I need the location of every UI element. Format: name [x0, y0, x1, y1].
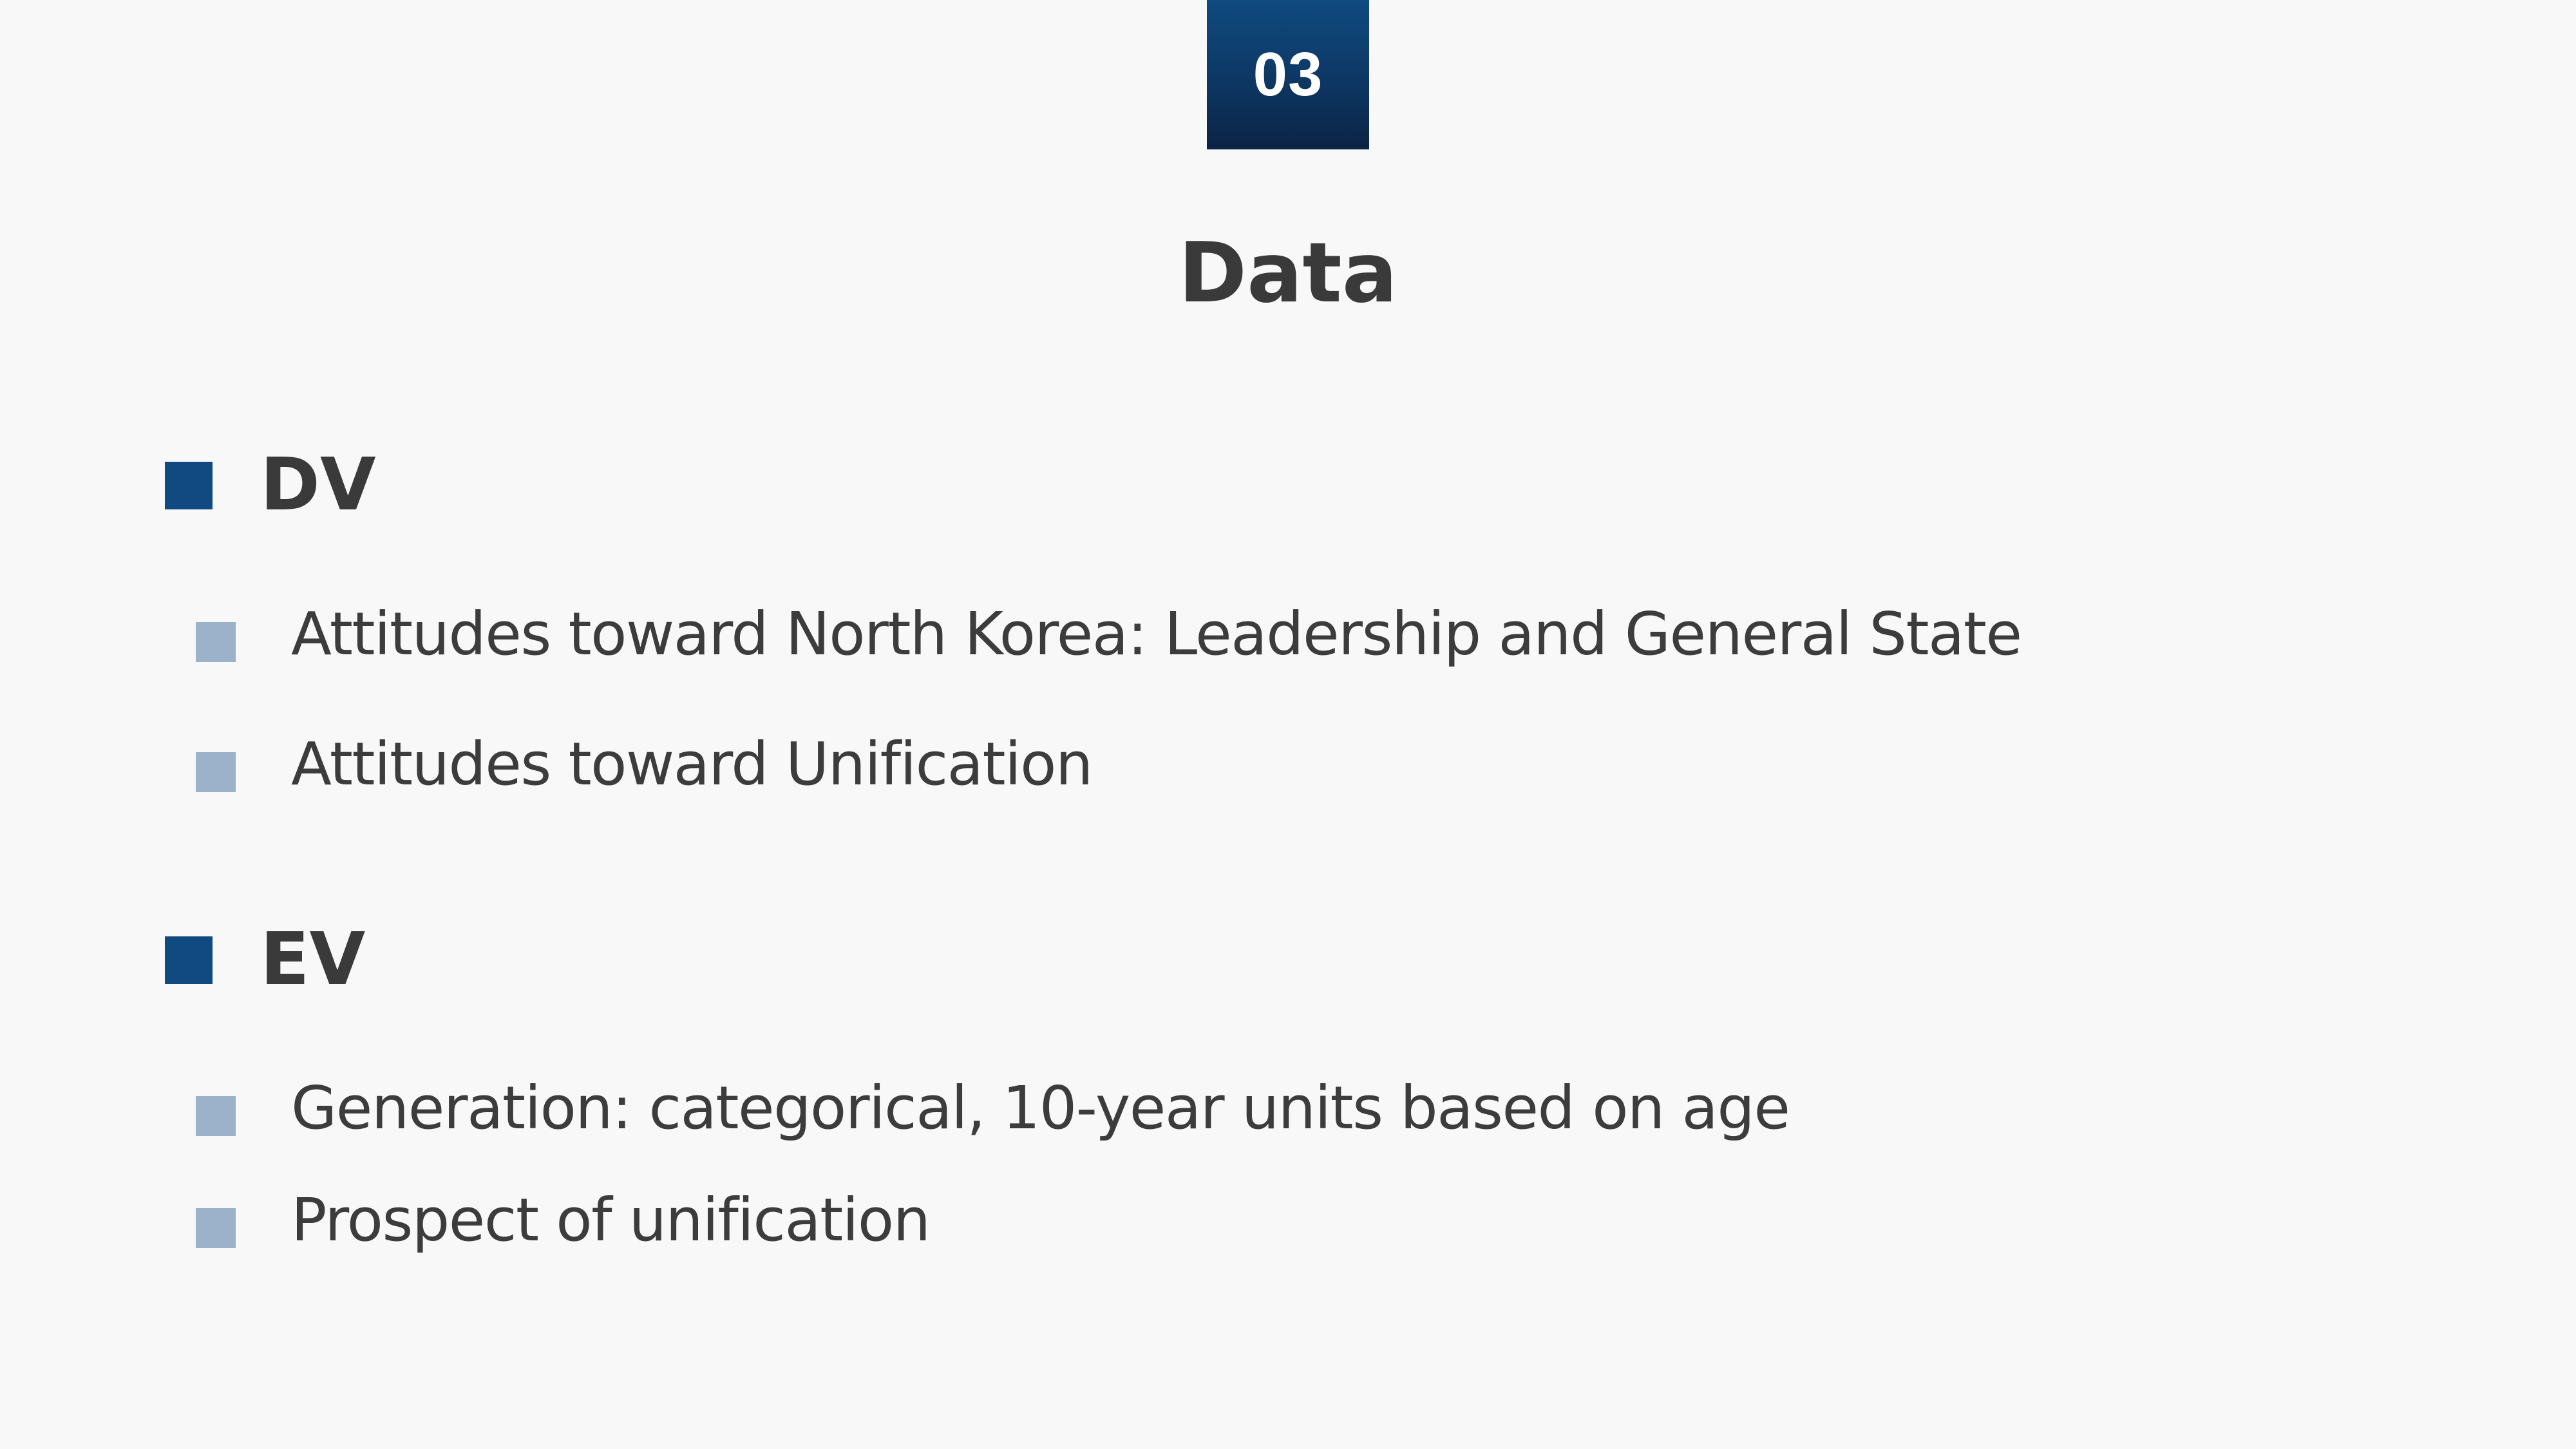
slide-title: Data — [1178, 225, 1398, 321]
item-bullet-icon — [196, 752, 236, 792]
heading-bullet-icon — [165, 462, 213, 509]
heading-ev: EV — [0, 911, 773, 1001]
section-number-badge: 03 — [1207, 0, 1369, 149]
item-bullet-icon — [196, 1208, 236, 1248]
section-number: 03 — [1253, 40, 1323, 109]
list-item: Attitudes toward North Korea: Leadership… — [0, 592, 2318, 670]
heading-label: EV — [260, 918, 366, 1001]
heading-bullet-icon — [165, 936, 213, 984]
list-item: Generation: categorical, 10-year units b… — [0, 1066, 2318, 1144]
list-item: Attitudes toward Unification — [0, 723, 2318, 800]
heading-label: DV — [260, 443, 376, 527]
list-item-text: Attitudes toward North Korea: Leadership… — [291, 600, 2022, 668]
list-item-text: Prospect of unification — [291, 1186, 931, 1255]
list-item: Prospect of unification — [0, 1179, 2318, 1256]
item-bullet-icon — [196, 1096, 236, 1136]
list-item-text: Generation: categorical, 10-year units b… — [291, 1074, 1790, 1142]
item-bullet-icon — [196, 622, 236, 662]
list-item-text: Attitudes toward Unification — [291, 730, 1093, 799]
heading-dv: DV — [0, 437, 773, 527]
